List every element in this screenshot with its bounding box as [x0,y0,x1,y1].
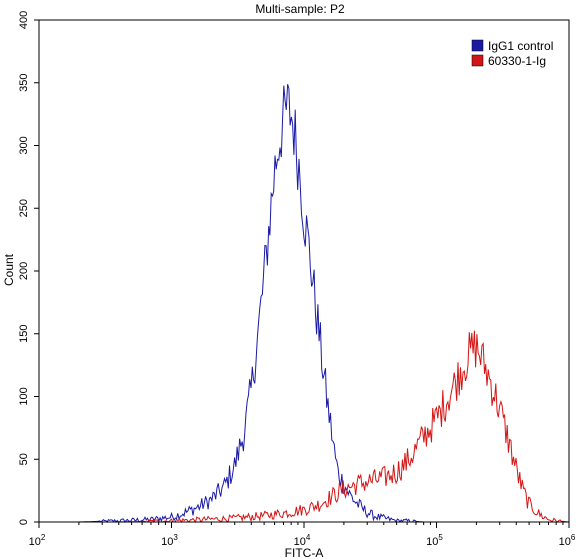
chart-title: Multi-sample: P2 [255,2,345,16]
x-tick-label-1: 103 [161,533,178,548]
legend-swatch-0 [471,39,484,52]
x-tick-exp-2: 4 [306,533,311,542]
legend-label-1: 60330-1-Ig [488,54,546,68]
series-layer [39,84,570,524]
x-tick-base-1: 10 [161,536,173,548]
y-axis-ticks: 0 50 100 150 200 250 300 350 400 [18,11,39,525]
x-axis-label: FITC-A [285,546,324,560]
x-tick-base-0: 10 [29,536,41,548]
x-tick-label-0: 102 [29,533,46,548]
y-tick-label-4: 200 [18,262,30,280]
x-tick-base-2: 10 [294,536,306,548]
y-tick-label-6: 300 [18,136,30,154]
x-tick-base-3: 10 [426,536,438,548]
y-tick-label-2: 100 [18,387,30,405]
x-tick-label-3: 105 [426,533,443,548]
y-tick-label-5: 250 [18,199,30,217]
y-tick-label-0: 0 [18,519,30,525]
y-tick-label-8: 400 [18,11,30,29]
legend-label-0: IgG1 control [488,39,553,53]
y-tick-label-1: 50 [18,453,30,465]
plot-frame [38,19,570,523]
x-axis-ticks: 102 103 104 105 106 [29,522,576,548]
series-line-1 [39,330,570,524]
x-tick-base-4: 10 [559,536,571,548]
x-tick-exp-0: 2 [41,533,46,542]
x-tick-exp-3: 5 [438,533,443,542]
y-tick-label-7: 350 [18,74,30,92]
x-tick-exp-1: 3 [173,533,178,542]
y-tick-label-3: 150 [18,325,30,343]
series-line-0 [39,84,569,524]
y-axis-label: Count [2,253,16,286]
legend-swatch-1 [471,54,484,67]
x-tick-label-2: 104 [294,533,311,548]
x-tick-exp-4: 6 [571,533,576,542]
x-tick-label-4: 106 [559,533,576,548]
